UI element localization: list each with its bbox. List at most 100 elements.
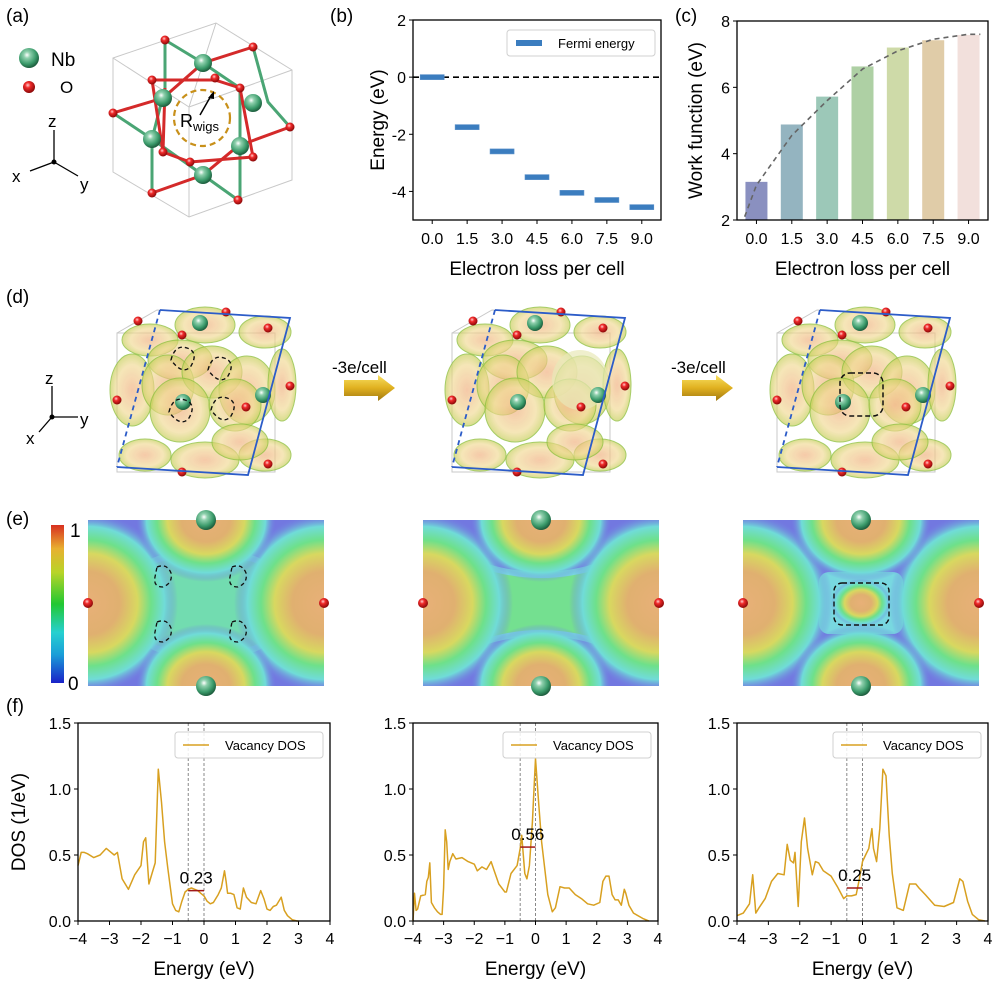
legend-box [502,731,652,759]
nb-atom-icon [851,676,871,696]
fermi-energy-marker [419,74,445,80]
right-arrow-icon [682,375,733,401]
fermi-energy-marker [489,148,515,155]
x-tick-label: 4 [654,931,663,948]
panel-label-f: (f) [6,696,24,717]
elf-nb-lobe [791,520,931,582]
nb-atom-icon [915,387,931,403]
x-tick-label: 2 [921,931,930,948]
x-tick-label: 3 [623,931,632,948]
legend-label: Vacancy DOS [553,738,634,753]
nb-atom-icon [531,676,551,696]
o-atom-icon [837,467,847,477]
x-tick-label: −4 [69,931,87,948]
axis-triad-d [38,386,78,433]
y-tick-label: 0.0 [384,914,406,931]
legend-label: Vacancy DOS [225,738,306,753]
nb-atom-icon [852,315,868,331]
vacancy-dos-line [736,768,986,922]
panel-a: Nb O z x y [12,22,295,218]
slice-plane-hidden-edge [776,309,821,468]
x-tick-label: −3 [759,931,777,948]
y-tick-label: -4 [392,184,406,201]
legend-o-label: O [60,78,73,97]
x-tick-label: 9.0 [631,231,653,248]
isosurface-lobe [484,377,546,443]
y-tick-label: 2 [397,13,406,30]
o-atom-icon [901,402,911,412]
o-atom-icon [133,316,143,326]
x-tick-label: 0 [531,931,540,948]
axis-z-label-d: z [45,369,54,388]
work-function-bar [745,181,768,220]
slice-plane-hidden-edge [116,309,161,468]
x-tick-label: 4 [984,931,993,948]
isosurface-lobe [118,438,172,472]
nb-atom-icon [510,394,526,410]
mean-dos-label: 0.25 [838,866,871,885]
elf-nb-lobe [791,624,931,686]
o-atom-icon [576,402,586,412]
nb-atom-icon [196,676,216,696]
axis-x-label: x [12,167,21,186]
panel-d: z y x -3e/cell -3e/cell [26,306,957,479]
x-tick-label: 4 [326,931,335,948]
x-axis-label: Energy (eV) [153,959,254,980]
elf-center-hotspot [831,579,891,627]
o-atom-icon [772,395,782,405]
legend: Vacancy DOS [174,731,324,759]
x-axis-label: Electron loss per cell [775,259,950,280]
x-tick-label: −3 [435,931,453,948]
x-tick-label: 3 [294,931,303,948]
y-tick-label: 1.0 [708,782,730,799]
elf-map [418,510,664,696]
x-tick-label: 6.0 [887,231,909,248]
arrow-label-2: -3e/cell [671,358,726,377]
x-axis-label: Energy (eV) [485,959,586,980]
legend-nb-label: Nb [51,50,75,71]
slice-plane-hidden-edge [451,309,496,468]
o-atom-icon [23,81,35,93]
plot-frame [736,722,989,922]
isosurface-lobe [453,438,507,472]
work-function-bar [886,47,909,221]
o-atom-icon [974,598,984,608]
y-tick-label: -2 [392,127,406,144]
nb-atom-icon [527,315,543,331]
y-tick-label: 6 [721,80,730,97]
elf-map [83,510,329,696]
elf-map [738,510,984,696]
o-atom-icon [512,330,522,340]
x-tick-label: 6.0 [561,231,583,248]
localized-electron-outline [229,620,247,643]
x-tick-label: 1.5 [456,231,478,248]
legend-label: Fermi energy [558,36,635,51]
y-tick-label: 1.0 [49,782,71,799]
o-atom-icon [923,323,933,333]
fermi-energy-marker [594,197,620,203]
x-tick-label: 3 [952,931,961,948]
x-tick-label: −1 [163,931,181,948]
reaction-arrow-2: -3e/cell [671,358,733,401]
y-tick-label: 8 [721,14,730,31]
x-tick-label: −2 [791,931,809,948]
work-function-bar [957,34,980,221]
slice-plane-outline [776,309,952,476]
nb-atom-icon [851,510,871,530]
x-tick-label: −3 [100,931,118,948]
o-atom-icon [837,330,847,340]
panel-c-chart: 2 4 6 8 0.0 1.5 3.0 4.5 6.0 7.5 9.0 Electron loss p… [686,14,989,280]
x-tick-label: 4.5 [851,231,873,248]
o-atom-icon [793,316,803,326]
plot-frame [736,20,989,221]
axis-z-label: z [48,112,57,131]
o-atom-icon [177,467,187,477]
x-tick-label: 1.5 [781,231,803,248]
work-function-bar [922,40,945,221]
axis-triad-a [29,130,79,177]
elf-nb-lobe [471,624,611,686]
axis-y-label-d: y [80,410,89,429]
atoms-a [108,35,295,205]
trend-line [743,33,981,217]
localized-electron-outline [839,372,884,417]
